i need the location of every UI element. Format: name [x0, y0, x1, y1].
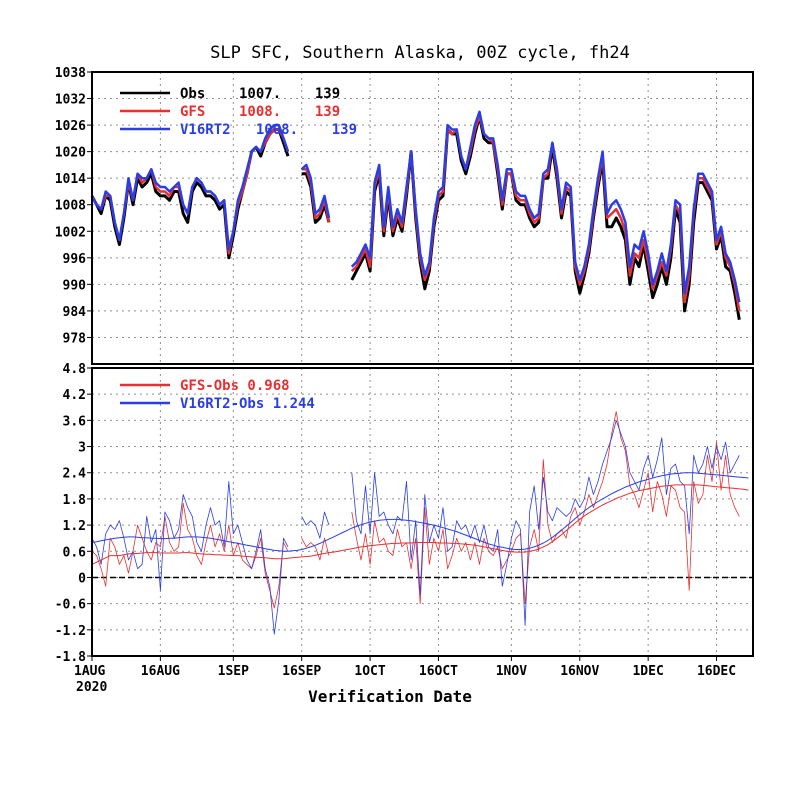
- slp-y-tick-labels: 1038 1032 1026 1020 1014 1008 1002 996 990 984 978: [55, 66, 92, 346]
- gfs-running-mean-line-segment: [91, 484, 749, 565]
- y-tick-label: 2.4: [63, 467, 87, 482]
- v16rt2-running-mean-line-segment: [91, 472, 749, 552]
- y-tick-label: 4.2: [63, 388, 86, 403]
- y-tick-label: -0.6: [55, 598, 86, 613]
- y-tick-label: 1026: [55, 119, 86, 134]
- y-tick-label: 3.6: [63, 414, 87, 429]
- v16rt2-slp-line-segment: [90, 123, 290, 251]
- x-tick-label: 16OCT: [419, 664, 458, 679]
- v16rt2-diff-line-segment: [351, 419, 740, 626]
- legend-label: GFS-Obs 0.968: [180, 378, 290, 394]
- y-tick-label: 1038: [55, 66, 86, 81]
- x-tick-label: 16AUG: [141, 664, 180, 679]
- y-tick-label: 0.6: [63, 545, 87, 560]
- gfs-running-mean-line: [91, 484, 749, 565]
- y-tick-label: -1.8: [55, 650, 86, 665]
- y-tick-label: 1.8: [63, 493, 87, 508]
- y-tick-label: 1014: [55, 172, 86, 187]
- slp-panel: 1038 1032 1026 1020 1014 1008 1002 996 990 984 978…: [55, 66, 754, 365]
- y-tick-label: 1.2: [63, 519, 86, 534]
- y-tick-label: 0: [78, 571, 86, 586]
- v16rt2-diff-line-segment: [301, 511, 330, 539]
- slp-series: [90, 110, 741, 321]
- y-tick-label: 1020: [55, 146, 86, 161]
- v16rt2-slp-line: [90, 110, 741, 303]
- x-tick-label: 1DEC: [632, 664, 663, 679]
- v16rt2-slp-line-segment: [350, 110, 741, 303]
- v16rt2-diff-line: [91, 419, 740, 635]
- x-tick-label: 16DEC: [697, 664, 736, 679]
- legend-label: Obs 1007. 139: [180, 86, 340, 102]
- legend-label: GFS 1008. 139: [180, 104, 340, 120]
- x-tick-label: 1NOV: [496, 664, 527, 679]
- x-tick-label: 1OCT: [354, 664, 385, 679]
- v16rt2-running-mean-line: [91, 472, 749, 552]
- y-tick-label: 3: [78, 441, 86, 456]
- y-tick-label: 1002: [55, 225, 86, 240]
- gfs-diff-line-segment: [301, 537, 330, 561]
- y-tick-label: 984: [63, 305, 87, 320]
- x-tick-labels: 1AUG 16AUG 1SEP 16SEP 1OCT 16OCT 1NOV 16NOV 1DEC…: [74, 656, 736, 679]
- y-tick-label: 996: [63, 252, 87, 267]
- year-label: 2020: [76, 680, 107, 695]
- y-tick-label: -1.2: [55, 624, 86, 639]
- y-tick-label: 4.8: [63, 362, 87, 377]
- x-tick-label: 1SEP: [218, 664, 249, 679]
- diff-y-tick-labels: 4.8 4.2 3.6 3 2.4 1.8 1.2 0.6 0 -0.6 -1.2 -1.8: [55, 362, 92, 665]
- x-tick-label: 16SEP: [282, 664, 321, 679]
- gfs-diff-line-segment: [351, 411, 740, 604]
- v16rt2-slp-line-segment: [300, 163, 331, 219]
- x-tick-label: 16NOV: [560, 664, 599, 679]
- diff-grid: [92, 368, 753, 656]
- slp-legend: Obs 1007. 139 GFS 1008. 139 V16RT2 1008. 1…: [120, 86, 357, 138]
- x-axis-label: Verification Date: [308, 687, 472, 706]
- y-tick-label: 1032: [55, 93, 86, 108]
- slp-grid: [92, 72, 753, 364]
- y-tick-label: 1008: [55, 199, 86, 214]
- x-tick-label: 1AUG: [74, 664, 105, 679]
- legend-label: V16RT2 1008. 139: [180, 122, 357, 138]
- diff-legend: GFS-Obs 0.968 V16RT2-Obs 1.244: [120, 378, 315, 412]
- chart-title: SLP SFC, Southern Alaska, 00Z cycle, fh2…: [210, 43, 630, 63]
- y-tick-label: 978: [63, 331, 87, 346]
- diff-panel: 4.8 4.2 3.6 3 2.4 1.8 1.2 0.6 0 -0.6 -1.2 -1.8 GFS-…: [55, 362, 754, 665]
- diff-series: [91, 411, 753, 635]
- v16rt2-diff-line-segment: [91, 481, 289, 635]
- legend-label: V16RT2-Obs 1.244: [180, 396, 315, 412]
- slp-plot-frame: [91, 71, 754, 365]
- y-tick-label: 990: [63, 278, 87, 293]
- diff-plot-frame: [91, 367, 754, 657]
